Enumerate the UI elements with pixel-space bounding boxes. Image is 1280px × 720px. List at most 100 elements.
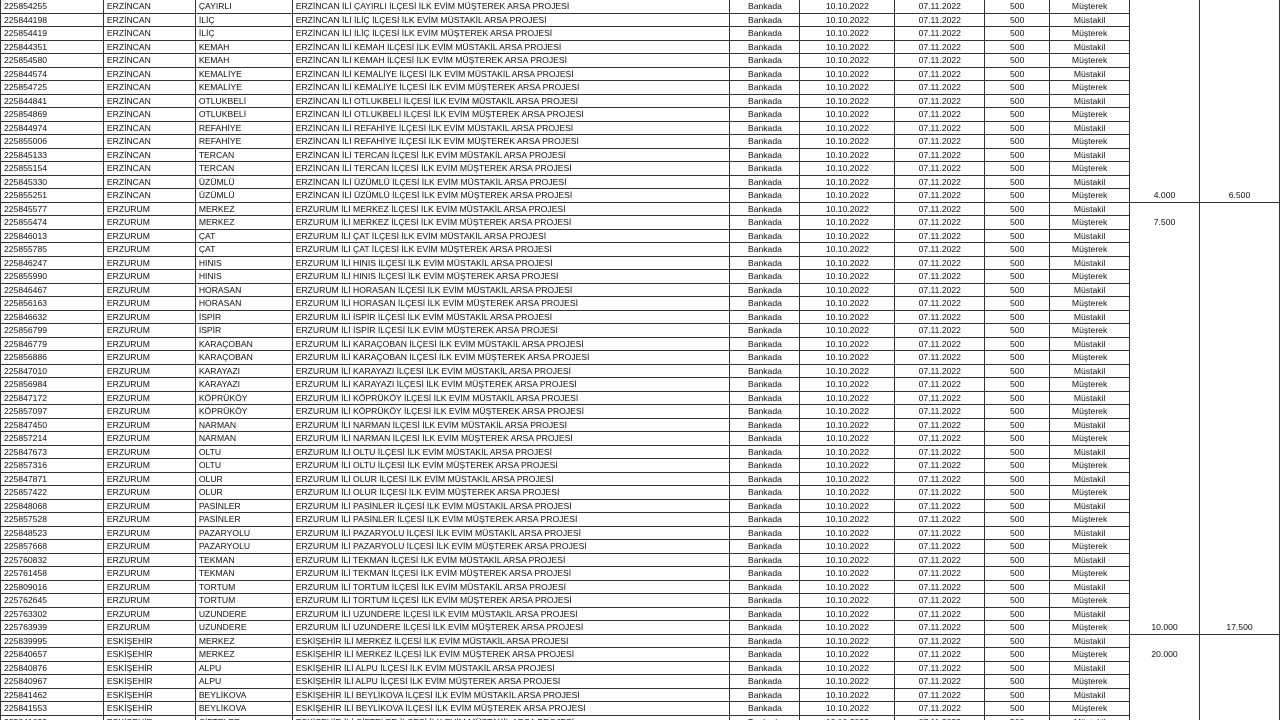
province: ERZİNCAN xyxy=(102,174,196,189)
project-name: ERZİNCAN İLİ KEMALİYE İLÇESİ İLK EVİM MÜ… xyxy=(291,66,731,81)
end-date: 07.11.2022 xyxy=(894,471,986,486)
province: ESKİŞEHİR xyxy=(102,714,196,720)
project-name: ERZURUM İLİ TORTUM İLÇESİ İLK EVİM MÜŞTE… xyxy=(291,593,731,608)
province: ERZURUM xyxy=(102,282,196,297)
end-date: 07.11.2022 xyxy=(894,606,986,621)
application-id: 225845133 xyxy=(0,147,104,162)
total-quota xyxy=(1198,418,1280,432)
amount: 500 xyxy=(984,512,1051,527)
status: Bankada xyxy=(729,660,801,675)
project-name: ERZİNCAN İLİ ÇAYIRLI İLÇESİ İLK EVİM MÜŞ… xyxy=(291,0,731,14)
type: Müstakil xyxy=(1049,552,1131,567)
district: OLUR xyxy=(194,471,293,486)
start-date: 10.10.2022 xyxy=(799,174,896,189)
province: ERZİNCAN xyxy=(102,80,196,95)
total-quota xyxy=(1198,161,1280,175)
type: Müstakil xyxy=(1049,417,1131,432)
end-date: 07.11.2022 xyxy=(894,498,986,513)
application-id: 225848523 xyxy=(0,525,104,540)
total-quota xyxy=(1198,121,1280,135)
district: HINIS xyxy=(194,255,293,270)
quota xyxy=(1129,499,1200,513)
quota xyxy=(1129,634,1200,648)
end-date: 07.11.2022 xyxy=(894,539,986,554)
quota xyxy=(1129,242,1200,256)
table-row: 225846247 ERZURUM HINIS ERZURUM İLİ HINIS İ… xyxy=(0,255,1280,270)
status: Bankada xyxy=(729,174,801,189)
district: NARMAN xyxy=(194,417,293,432)
amount: 500 xyxy=(984,161,1051,176)
quota xyxy=(1129,53,1200,67)
status: Bankada xyxy=(729,687,801,702)
district: NARMAN xyxy=(194,431,293,446)
province: ERZİNCAN xyxy=(102,12,196,27)
project-name: ERZURUM İLİ TORTUM İLÇESİ İLK EVİM MÜSTA… xyxy=(291,579,731,594)
status: Bankada xyxy=(729,512,801,527)
district: ALPU xyxy=(194,660,293,675)
table-row: 225857097 ERZURUM KÖPRÜKÖY ERZURUM İLİ KÖPR… xyxy=(0,404,1280,419)
total-quota xyxy=(1198,242,1280,256)
type: Müstakil xyxy=(1049,363,1131,378)
amount: 500 xyxy=(984,80,1051,95)
quota xyxy=(1129,418,1200,432)
end-date: 07.11.2022 xyxy=(894,255,986,270)
quota xyxy=(1129,350,1200,364)
application-id: 225856163 xyxy=(0,296,104,311)
province: ERZİNCAN xyxy=(102,120,196,135)
end-date: 07.11.2022 xyxy=(894,147,986,162)
total-quota: 6.500 xyxy=(1198,188,1280,203)
quota xyxy=(1129,607,1200,621)
type: Müstakil xyxy=(1049,120,1131,135)
table-row: 225855785 ERZURUM ÇAT ERZURUM İLİ ÇAT İLÇES… xyxy=(0,242,1280,257)
start-date: 10.10.2022 xyxy=(799,417,896,432)
type: Müşterek xyxy=(1049,188,1131,203)
table-row: 225856799 ERZURUM İSPİR ERZURUM İLİ İSPİR İ… xyxy=(0,323,1280,338)
start-date: 10.10.2022 xyxy=(799,620,896,635)
status: Bankada xyxy=(729,350,801,365)
end-date: 07.11.2022 xyxy=(894,525,986,540)
status: Bankada xyxy=(729,701,801,716)
quota xyxy=(1129,67,1200,81)
type: Müstakil xyxy=(1049,309,1131,324)
amount: 500 xyxy=(984,485,1051,500)
start-date: 10.10.2022 xyxy=(799,512,896,527)
quota xyxy=(1129,121,1200,135)
project-name: ERZİNCAN İLİ KEMALİYE İLÇESİ İLK EVİM MÜ… xyxy=(291,80,731,95)
project-name: ERZURUM İLİ İSPİR İLÇESİ İLK EVİM MÜSTAK… xyxy=(291,309,731,324)
table-row: 225854255 ERZİNCAN ÇAYIRLI ERZİNCAN İLİ ÇAY… xyxy=(0,0,1280,14)
end-date: 07.11.2022 xyxy=(894,39,986,54)
application-id: 225809016 xyxy=(0,579,104,594)
application-id: 225846467 xyxy=(0,282,104,297)
application-id: 225856799 xyxy=(0,323,104,338)
total-quota xyxy=(1198,431,1280,445)
project-name: ESKİŞEHİR İLİ BEYLİKOVA İLÇESİ İLK EVİM … xyxy=(291,687,731,702)
total-quota xyxy=(1198,634,1280,648)
application-id: 225762645 xyxy=(0,593,104,608)
total-quota xyxy=(1198,0,1280,13)
start-date: 10.10.2022 xyxy=(799,485,896,500)
application-id: 225839995 xyxy=(0,633,104,648)
project-name: ERZURUM İLİ MERKEZ İLÇESİ İLK EVİM MÜŞTE… xyxy=(291,215,731,230)
application-id: 225857668 xyxy=(0,539,104,554)
table-row: 225848068 ERZURUM PASİNLER ERZURUM İLİ PASİ… xyxy=(0,498,1280,513)
province: ERZURUM xyxy=(102,296,196,311)
amount: 500 xyxy=(984,498,1051,513)
status: Bankada xyxy=(729,647,801,662)
total-quota xyxy=(1198,458,1280,472)
table-row: 225847673 ERZURUM OLTU ERZURUM İLİ OLTU İLÇ… xyxy=(0,444,1280,459)
table-row: 225844351 ERZİNCAN KEMAH ERZİNCAN İLİ KEMAH… xyxy=(0,39,1280,54)
application-id: 225855474 xyxy=(0,215,104,230)
application-id: 225855006 xyxy=(0,134,104,149)
project-name: ERZURUM İLİ TEKMAN İLÇESİ İLK EVİM MÜŞTE… xyxy=(291,566,731,581)
end-date: 07.11.2022 xyxy=(894,485,986,500)
type: Müşterek xyxy=(1049,431,1131,446)
start-date: 10.10.2022 xyxy=(799,579,896,594)
province: ERZURUM xyxy=(102,215,196,230)
district: MERKEZ xyxy=(194,215,293,230)
application-id: 225857316 xyxy=(0,458,104,473)
status: Bankada xyxy=(729,485,801,500)
end-date: 07.11.2022 xyxy=(894,647,986,662)
application-id: 225840657 xyxy=(0,647,104,662)
district: TEKMAN xyxy=(194,566,293,581)
